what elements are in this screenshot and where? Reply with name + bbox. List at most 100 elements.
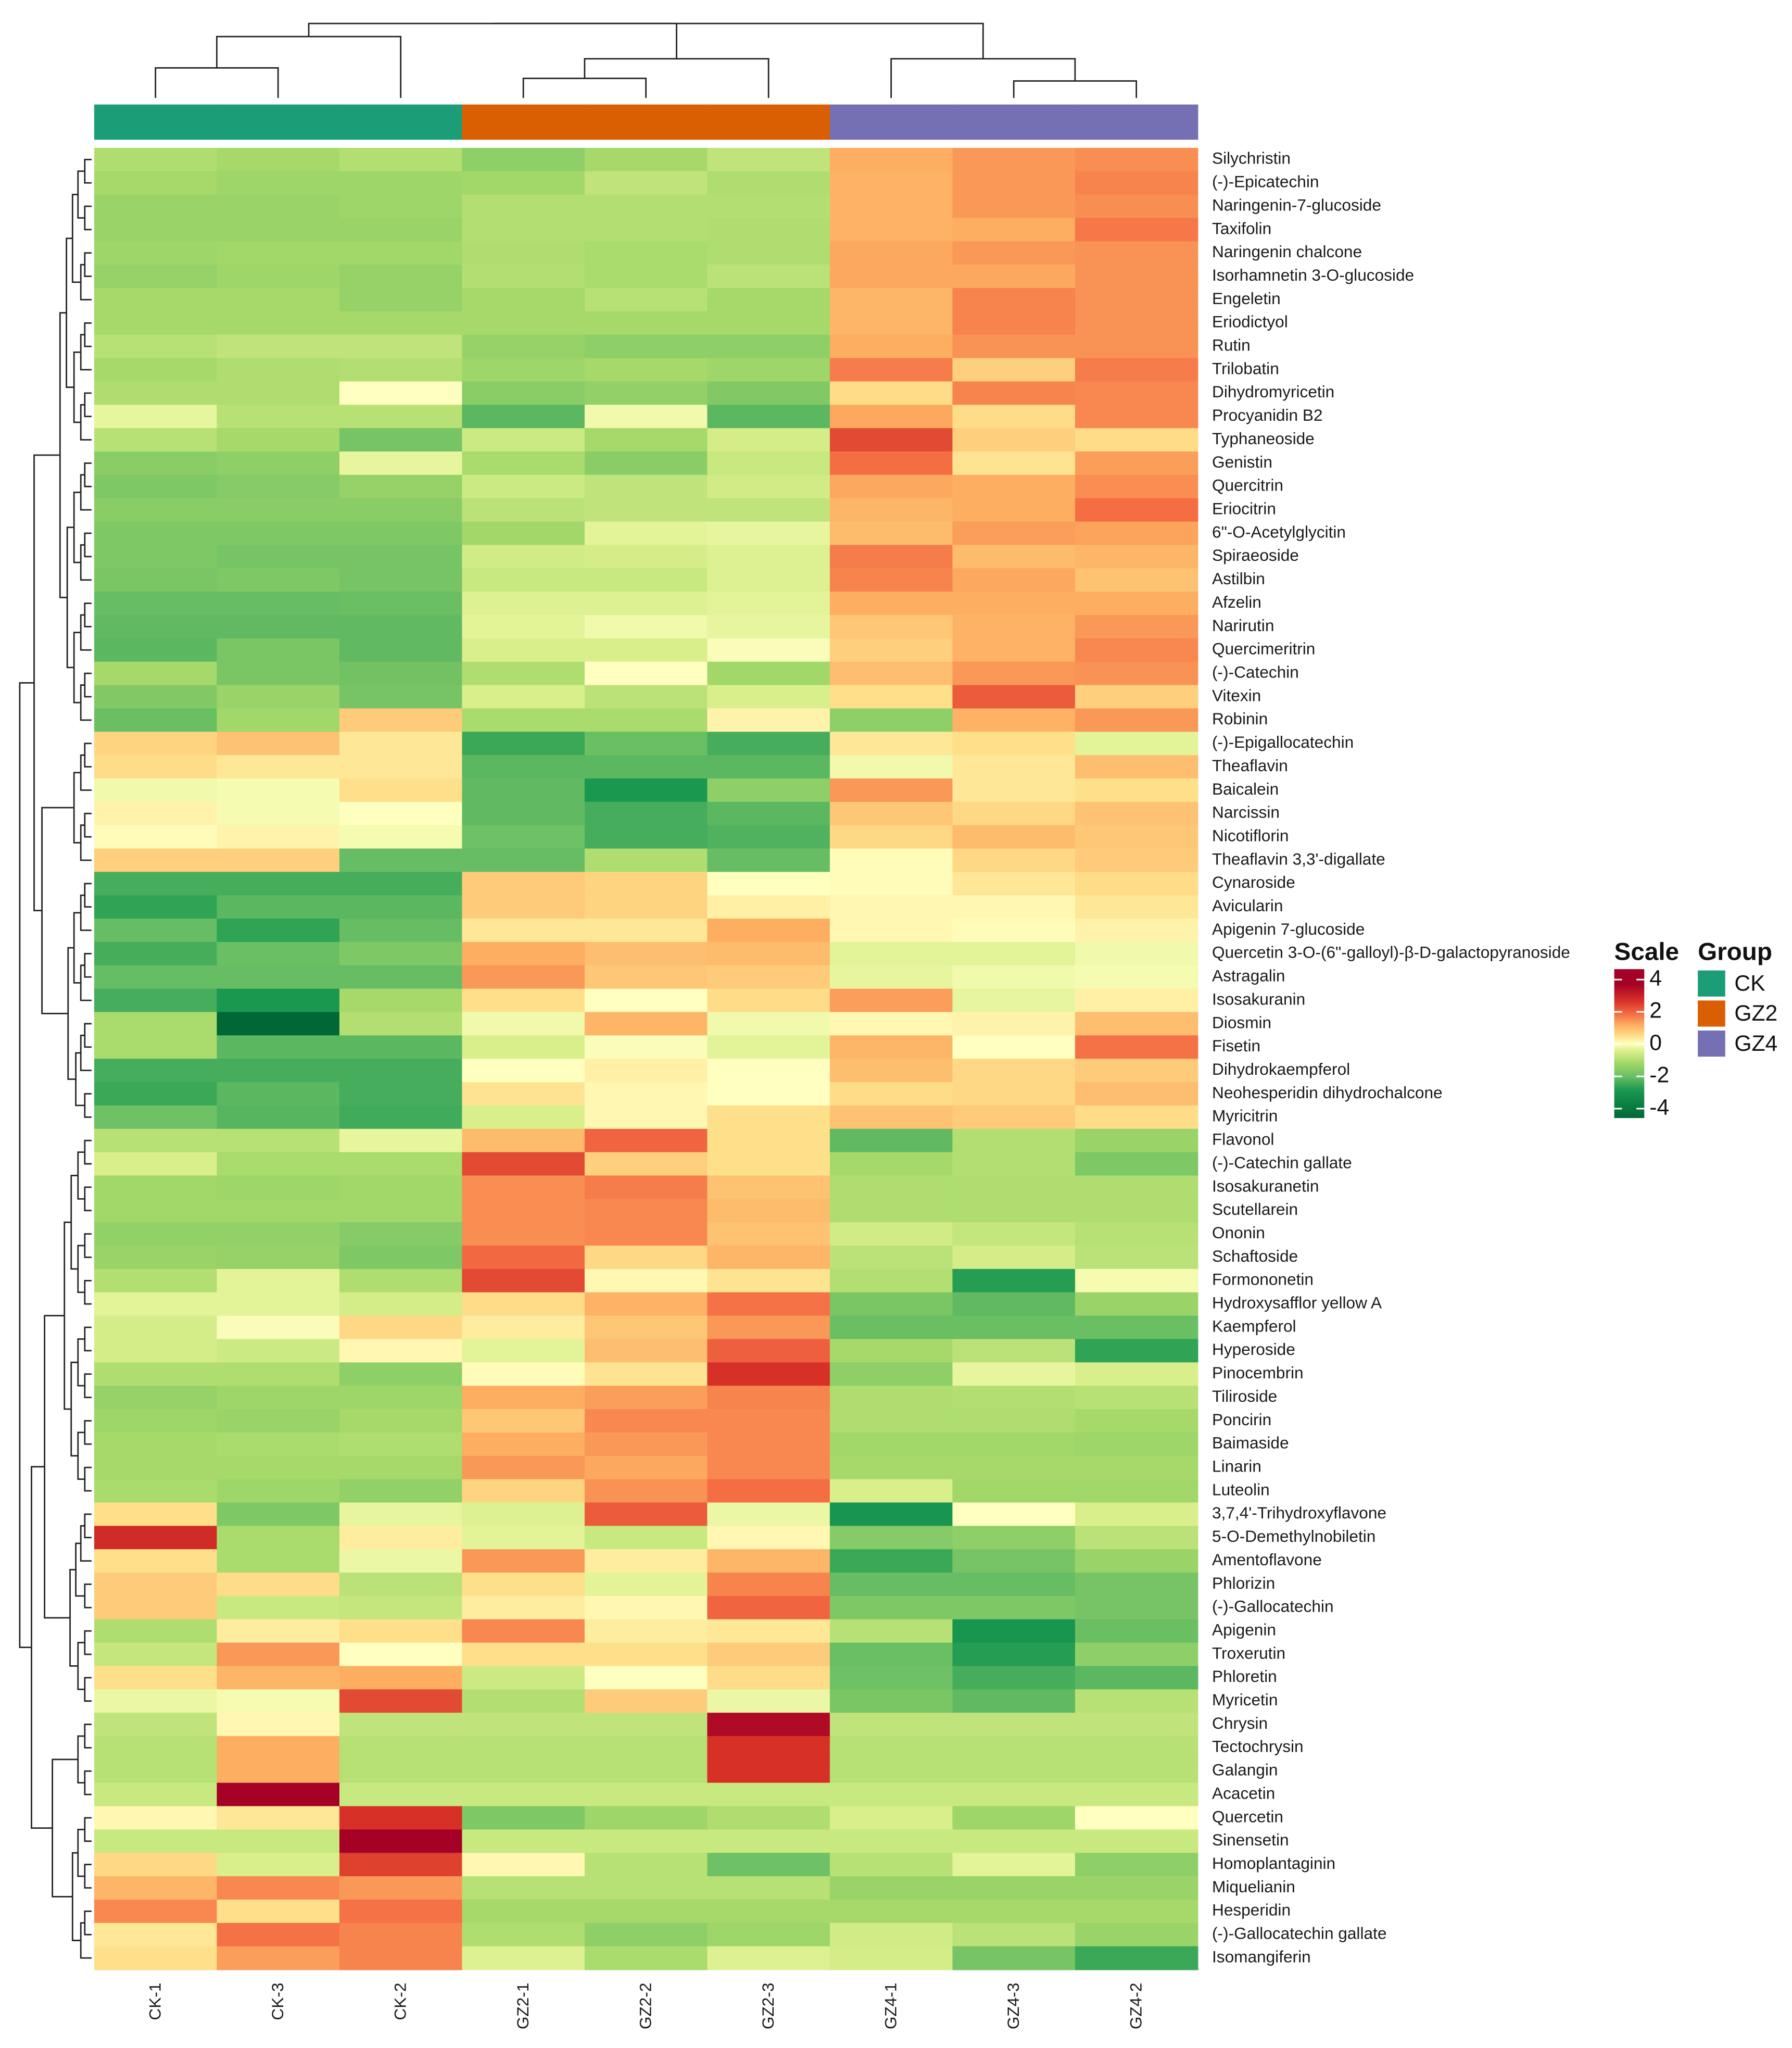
heatmap-cell	[217, 381, 340, 406]
heatmap-row	[94, 895, 1198, 920]
heatmap-cell	[584, 1666, 708, 1690]
heatmap-cell	[217, 428, 340, 453]
heatmap-cell	[94, 661, 218, 686]
heatmap-cell	[1075, 474, 1198, 499]
heatmap-cell	[339, 1946, 463, 1970]
heatmap-cell	[94, 778, 218, 802]
row-label: Luteolin	[1212, 1480, 1270, 1499]
heatmap-cell	[1075, 171, 1198, 195]
dendrogram-link	[84, 1373, 92, 1398]
heatmap-cell	[707, 1012, 830, 1036]
dendrogram-link	[84, 1584, 92, 1609]
heatmap-row	[94, 1432, 1198, 1456]
heatmap-cell	[707, 1689, 830, 1714]
heatmap-row	[94, 615, 1198, 639]
heatmap-cell	[217, 1689, 340, 1714]
heatmap-cell	[339, 1455, 463, 1480]
heatmap-row	[94, 1105, 1198, 1129]
heatmap-cell	[339, 381, 463, 406]
heatmap-cell	[217, 334, 340, 359]
heatmap-cell	[829, 147, 953, 172]
heatmap-row	[94, 334, 1198, 359]
dendrogram-link	[64, 1221, 71, 1410]
dendrogram-link	[44, 1315, 70, 1619]
heatmap-cell	[584, 661, 708, 686]
row-label: Nicotiflorin	[1212, 826, 1289, 845]
heatmap-row	[94, 358, 1198, 382]
heatmap-cell	[217, 1595, 340, 1620]
heatmap-cell	[217, 311, 340, 335]
heatmap-cell	[952, 965, 1076, 989]
heatmap-cell	[217, 288, 340, 312]
heatmap-cell	[1075, 965, 1198, 989]
heatmap-cell	[217, 1759, 340, 1783]
heatmap-cell	[829, 988, 953, 1013]
heatmap-cell	[829, 1246, 953, 1270]
heatmap-cell	[584, 1012, 708, 1036]
heatmap-cell	[462, 1736, 585, 1760]
dendrogram-link	[80, 1034, 92, 1072]
heatmap-row	[94, 1362, 1198, 1387]
heatmap-cell	[94, 288, 218, 312]
heatmap-cell	[707, 1292, 830, 1316]
heatmap-cell	[584, 311, 708, 335]
heatmap-cell	[584, 1152, 708, 1176]
heatmap-cell	[462, 1432, 585, 1456]
row-label: Rutin	[1212, 336, 1251, 355]
heatmap-cell	[94, 428, 218, 453]
heatmap-cell	[94, 358, 218, 382]
heatmap-row	[94, 708, 1198, 733]
heatmap-cell	[584, 1549, 708, 1573]
heatmap-cell	[339, 1853, 463, 1877]
scale-tick-label: -4	[1649, 1095, 1669, 1120]
heatmap-cell	[462, 941, 585, 966]
heatmap-cell	[584, 1455, 708, 1480]
heatmap-cell	[1075, 1339, 1198, 1363]
heatmap-cell	[462, 241, 585, 266]
row-label: Quercimeritrin	[1212, 639, 1315, 658]
heatmap-row	[94, 405, 1198, 429]
row-label: Eriocitrin	[1212, 499, 1276, 518]
heatmap-cell	[462, 474, 585, 499]
row-label: Naringenin-7-glucoside	[1212, 195, 1381, 214]
heatmap-cell	[952, 1829, 1076, 1854]
heatmap-cell	[217, 1923, 340, 1947]
dendrogram-link	[890, 58, 1076, 98]
dendrogram-link	[84, 1770, 92, 1795]
row-label: Diosmin	[1212, 1013, 1271, 1032]
dendrogram-link	[84, 1864, 92, 1889]
heatmap-cell	[1075, 1572, 1198, 1597]
dendrogram-link	[75, 1052, 85, 1107]
heatmap-cell	[462, 1268, 585, 1293]
heatmap-cell	[707, 1035, 830, 1060]
heatmap-cell	[462, 1829, 585, 1854]
heatmap-cell	[1075, 1689, 1198, 1714]
heatmap-cell	[462, 1012, 585, 1036]
heatmap-cell	[339, 1619, 463, 1643]
heatmap-cell	[952, 848, 1076, 873]
heatmap-cell	[707, 661, 830, 686]
heatmap-cell	[217, 1642, 340, 1667]
row-label: (-)-Epicatechin	[1212, 172, 1319, 191]
heatmap-cell	[217, 941, 340, 966]
heatmap-row	[94, 965, 1198, 989]
heatmap-cell	[584, 1899, 708, 1924]
dendrogram-link	[52, 1758, 78, 1898]
dendrogram-link	[77, 1151, 85, 1200]
heatmap-cell	[829, 755, 953, 779]
dendrogram-link	[84, 602, 92, 627]
heatmap-cell	[952, 1292, 1076, 1316]
heatmap-cell	[952, 988, 1076, 1013]
heatmap-cell	[462, 1666, 585, 1690]
row-label: Homoplantaginin	[1212, 1854, 1335, 1873]
heatmap-cell	[1075, 848, 1198, 873]
heatmap-cell	[829, 1362, 953, 1387]
heatmap-cell	[829, 428, 953, 453]
scale-tick-label: 0	[1649, 1030, 1662, 1055]
heatmap-cell	[462, 1572, 585, 1597]
heatmap-cell	[829, 218, 953, 242]
row-label: Poncirin	[1212, 1410, 1271, 1429]
dendrogram-link	[77, 1245, 85, 1293]
heatmap-cell	[707, 311, 830, 335]
heatmap-cell	[952, 895, 1076, 920]
